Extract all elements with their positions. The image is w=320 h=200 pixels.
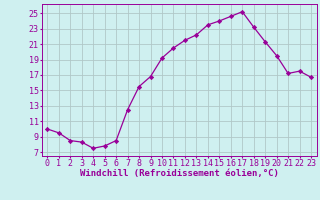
- X-axis label: Windchill (Refroidissement éolien,°C): Windchill (Refroidissement éolien,°C): [80, 169, 279, 178]
